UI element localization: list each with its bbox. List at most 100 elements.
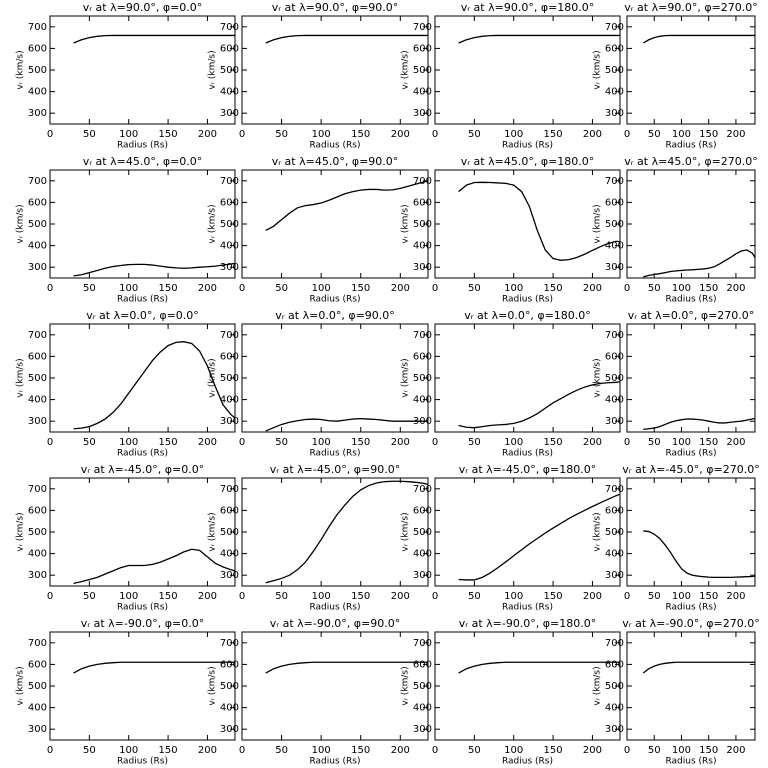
y-tick-label: 300 — [220, 108, 239, 119]
x-tick-label: 50 — [648, 129, 661, 140]
y-tick-label: 500 — [220, 527, 239, 538]
x-tick-label: 150 — [351, 745, 370, 756]
panel-title: vᵣ at λ=0.0°, φ=0.0° — [86, 309, 199, 322]
x-tick-label: 0 — [239, 129, 245, 140]
y-tick-label: 700 — [28, 22, 47, 33]
x-tick-label: 0 — [624, 591, 630, 602]
y-tick-label: 300 — [605, 570, 624, 581]
y-tick-label: 700 — [413, 22, 432, 33]
x-tick-label: 150 — [699, 283, 718, 294]
x-tick-label: 50 — [468, 745, 481, 756]
y-axis-label: vᵣ (km/s) — [401, 512, 411, 551]
y-tick-label: 500 — [28, 681, 47, 692]
panel: vᵣ at λ=-90.0°, φ=180.0°0 50 100 150 2003004… — [401, 617, 621, 767]
x-tick-label: 200 — [391, 591, 410, 602]
data-line — [643, 530, 756, 579]
y-tick-label: 500 — [413, 219, 432, 230]
y-tick-label: 700 — [413, 638, 432, 649]
x-tick-label: 150 — [699, 745, 718, 756]
x-axis-label: Radius (Rs) — [502, 603, 553, 613]
x-tick-label: 0 — [624, 129, 630, 140]
panel: vᵣ at λ=90.0°, φ=180.0°0 50 100 150 20030040… — [401, 1, 621, 151]
x-axis-label: Radius (Rs) — [502, 141, 553, 151]
panel: vᵣ at λ=-45.0°, φ=0.0°0 50 100 150 200300400… — [16, 463, 236, 613]
x-tick-label: 150 — [159, 591, 178, 602]
y-tick-label: 600 — [28, 505, 47, 516]
data-line — [458, 381, 621, 429]
y-tick-label: 500 — [605, 681, 624, 692]
data-line — [73, 262, 236, 277]
y-tick-label: 300 — [220, 724, 239, 735]
y-tick-label: 700 — [28, 638, 47, 649]
x-axis-label: Radius (Rs) — [502, 757, 553, 767]
y-tick-label: 600 — [220, 43, 239, 54]
panel: vᵣ at λ=90.0°, φ=270.0° 0 50 100 150 200 300 40… — [593, 1, 758, 151]
panel: vᵣ at λ=45.0°, φ=270.0° 0 50 100 150 200 300 40… — [593, 155, 758, 305]
x-tick-label: 100 — [504, 745, 523, 756]
x-tick-label: 200 — [726, 591, 745, 602]
y-tick-label: 300 — [28, 416, 47, 427]
y-tick-label: 700 — [220, 176, 239, 187]
panel: vᵣ at λ=-45.0°, φ=180.0°0 50 100 150 2003004… — [401, 463, 621, 613]
y-tick-label: 700 — [220, 22, 239, 33]
y-tick-label: 700 — [28, 484, 47, 495]
y-tick-label: 600 — [605, 351, 624, 362]
y-tick-label: 600 — [413, 505, 432, 516]
y-tick-label: 300 — [220, 416, 239, 427]
x-tick-label: 200 — [391, 437, 410, 448]
panel-title: vᵣ at λ=45.0°, φ=90.0° — [272, 155, 399, 168]
y-tick-label: 500 — [28, 65, 47, 76]
y-axis-label: vᵣ (km/s) — [593, 358, 603, 397]
y-axis-label: vᵣ (km/s) — [401, 666, 411, 705]
y-tick-label: 500 — [220, 65, 239, 76]
y-tick-label: 600 — [605, 197, 624, 208]
panel-title: vᵣ at λ=45.0°, φ=270.0° — [624, 155, 758, 168]
data-line — [643, 249, 756, 278]
data-line — [73, 341, 236, 430]
x-tick-label: 50 — [275, 437, 288, 448]
x-tick-label: 50 — [275, 129, 288, 140]
y-tick-label: 400 — [28, 87, 47, 98]
y-tick-label: 700 — [413, 484, 432, 495]
x-tick-label: 150 — [351, 129, 370, 140]
x-tick-label: 50 — [468, 437, 481, 448]
plot-frame — [626, 169, 756, 279]
x-tick-label: 150 — [159, 437, 178, 448]
y-tick-label: 400 — [605, 87, 624, 98]
x-tick-label: 200 — [583, 745, 602, 756]
data-line — [265, 34, 428, 44]
x-tick-label: 150 — [159, 745, 178, 756]
y-axis-label: vᵣ (km/s) — [16, 50, 26, 89]
y-tick-label: 500 — [413, 681, 432, 692]
x-tick-label: 0 — [47, 591, 53, 602]
y-tick-label: 500 — [413, 373, 432, 384]
x-tick-label: 200 — [391, 745, 410, 756]
y-tick-label: 700 — [28, 330, 47, 341]
x-tick-label: 0 — [239, 283, 245, 294]
x-axis-label: Radius (Rs) — [309, 757, 360, 767]
x-tick-label: 200 — [583, 129, 602, 140]
panel-title: vᵣ at λ=-45.0°, φ=180.0° — [459, 463, 597, 476]
y-tick-label: 600 — [220, 659, 239, 670]
x-tick-label: 0 — [47, 437, 53, 448]
y-tick-label: 400 — [413, 549, 432, 560]
y-tick-label: 500 — [220, 681, 239, 692]
x-tick-label: 0 — [432, 745, 438, 756]
x-tick-label: 150 — [544, 437, 563, 448]
y-tick-label: 300 — [220, 262, 239, 273]
y-axis-label: vᵣ (km/s) — [208, 666, 218, 705]
x-tick-label: 150 — [544, 745, 563, 756]
plot-frame — [626, 477, 756, 587]
x-tick-label: 100 — [119, 591, 138, 602]
x-axis-label: Radius (Rs) — [309, 603, 360, 613]
data-line — [73, 548, 236, 585]
y-tick-label: 300 — [220, 570, 239, 581]
x-tick-label: 50 — [83, 283, 96, 294]
y-axis-label: vᵣ (km/s) — [16, 512, 26, 551]
x-tick-label: 100 — [312, 129, 331, 140]
panel-title: vᵣ at λ=45.0°, φ=0.0° — [83, 155, 203, 168]
data-line — [458, 493, 621, 581]
x-tick-label: 50 — [648, 283, 661, 294]
x-tick-label: 100 — [119, 129, 138, 140]
